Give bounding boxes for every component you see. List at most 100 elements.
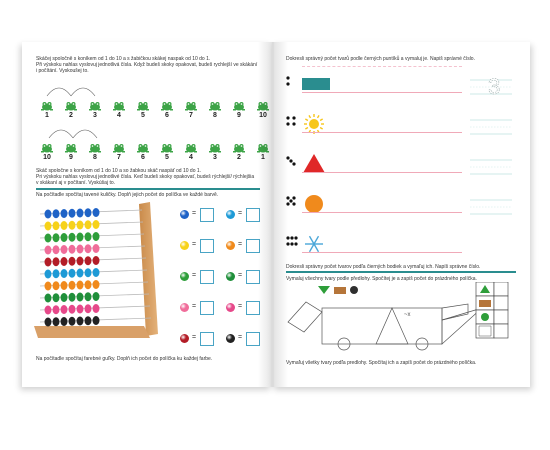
abacus-bead — [68, 268, 76, 278]
forward-frog — [40, 98, 54, 111]
intro-line-1: Skáčej spoločně s koníkem od 1 do 10 a s… — [36, 56, 211, 62]
backward-frog — [208, 140, 222, 153]
abacus-bead — [92, 256, 100, 265]
instruction2-line-1: Skáč spoločne s koníkom od 1 do 10 a so … — [36, 168, 202, 174]
abacus-bead — [76, 292, 84, 302]
backward-frog — [184, 140, 198, 153]
backward-number: 6 — [141, 154, 145, 161]
forward-frog — [112, 98, 126, 111]
shape-row — [272, 152, 332, 181]
abacus-bead — [92, 232, 100, 241]
right-instruction-3: Vymaluj všechny tvary podle předlohy. Sp… — [286, 276, 477, 282]
abacus-bead — [44, 281, 52, 291]
backward-frog — [40, 140, 54, 153]
count-answer-box[interactable] — [246, 239, 260, 253]
forward-frog — [256, 98, 270, 111]
forward-number: 4 — [117, 112, 121, 119]
right-section-divider — [286, 271, 516, 273]
equals-sign: = — [238, 334, 243, 341]
count-answer-box[interactable] — [200, 332, 214, 346]
drawing-line[interactable] — [302, 212, 462, 213]
equals-sign: = — [192, 303, 197, 310]
section-divider — [36, 188, 260, 190]
abacus-bead — [76, 316, 84, 326]
backward-number: 3 — [213, 154, 217, 161]
abacus-illustration — [34, 202, 158, 338]
count-answer-box[interactable] — [246, 270, 260, 284]
equals-sign: = — [192, 334, 197, 341]
right-instruction-4: Vymaľuj všetky tvary podľa predlohy. Spo… — [286, 360, 477, 366]
shape-vehicle-illustration: ~x — [287, 282, 509, 351]
dot-count-icon — [286, 195, 323, 213]
colored-ball-icon — [180, 303, 189, 312]
count-answer-box[interactable] — [200, 301, 214, 315]
shape-row — [272, 232, 332, 261]
svg-text:~x: ~x — [404, 312, 411, 318]
abacus-bead — [68, 316, 76, 326]
colored-ball-icon — [226, 241, 235, 250]
abacus-bead — [52, 209, 60, 219]
abacus-bead — [60, 221, 68, 230]
abacus-bead — [68, 232, 76, 242]
abacus-bead — [52, 281, 60, 291]
shape-row — [272, 192, 332, 221]
forward-number: 3 — [93, 112, 97, 119]
dot-count-icon — [286, 76, 330, 90]
count-answer-box[interactable] — [246, 332, 260, 346]
drawing-line[interactable] — [302, 92, 462, 93]
abacus-bead — [84, 220, 92, 230]
abacus-bead — [92, 220, 100, 229]
abacus-bead — [84, 316, 92, 326]
abacus-bead — [84, 268, 92, 278]
count-answer-box[interactable] — [246, 301, 260, 315]
abacus-bead — [52, 233, 60, 243]
backward-frog — [64, 140, 78, 153]
colored-ball-icon — [226, 210, 235, 219]
drawing-line[interactable] — [302, 132, 462, 133]
backward-number: 7 — [117, 154, 121, 161]
abacus-bead — [84, 304, 92, 314]
abacus-bead — [84, 256, 92, 266]
colored-ball-icon — [180, 272, 189, 281]
instruction2-line-3: v skákaní aj v počítaní. Vyskúšaj to. — [36, 180, 116, 186]
abacus-bead — [68, 280, 76, 290]
equals-sign: = — [238, 303, 243, 310]
abacus-bead — [76, 268, 84, 278]
abacus-bead — [84, 280, 92, 290]
drawing-line[interactable] — [302, 172, 462, 173]
legend-circle — [350, 286, 358, 294]
abacus-bead — [60, 209, 68, 218]
count-answer-box[interactable] — [246, 208, 260, 222]
abacus-bead — [60, 245, 68, 254]
forward-number: 9 — [237, 112, 241, 119]
dot-count-icon — [286, 235, 323, 253]
count-answer-box[interactable] — [200, 270, 214, 284]
forward-number: 7 — [189, 112, 193, 119]
colored-ball-icon — [180, 334, 189, 343]
backward-frog — [232, 140, 246, 153]
abacus-bead — [76, 304, 84, 314]
backward-number: 9 — [69, 154, 73, 161]
legend-rectangle — [334, 287, 346, 294]
abacus-bead — [84, 292, 92, 302]
jump-arcs-backward — [48, 129, 98, 139]
backward-frog — [256, 140, 270, 153]
forward-number: 2 — [69, 112, 73, 119]
abacus-bead — [92, 292, 100, 301]
backward-number: 8 — [93, 154, 97, 161]
abacus-bead — [68, 256, 76, 266]
colored-ball-icon — [226, 303, 235, 312]
left-page: Skáčej spoločně s koníkem od 1 do 10 a s… — [22, 42, 272, 387]
abacus-instruction: Na počítadle spočítaj tavené kuličky. Do… — [36, 192, 219, 198]
abacus-bead — [60, 293, 68, 302]
count-answer-box[interactable] — [200, 239, 214, 253]
right-instruction-2: Dokresli správny počet tvarov podľa čier… — [286, 264, 481, 270]
abacus-bead — [60, 257, 68, 266]
guide-line — [302, 66, 462, 67]
abacus-bead — [92, 244, 100, 253]
drawing-line[interactable] — [302, 252, 462, 253]
count-answer-box[interactable] — [200, 208, 214, 222]
abacus-bead — [68, 244, 76, 254]
abacus-bead — [44, 269, 52, 279]
forward-number: 10 — [257, 112, 269, 119]
